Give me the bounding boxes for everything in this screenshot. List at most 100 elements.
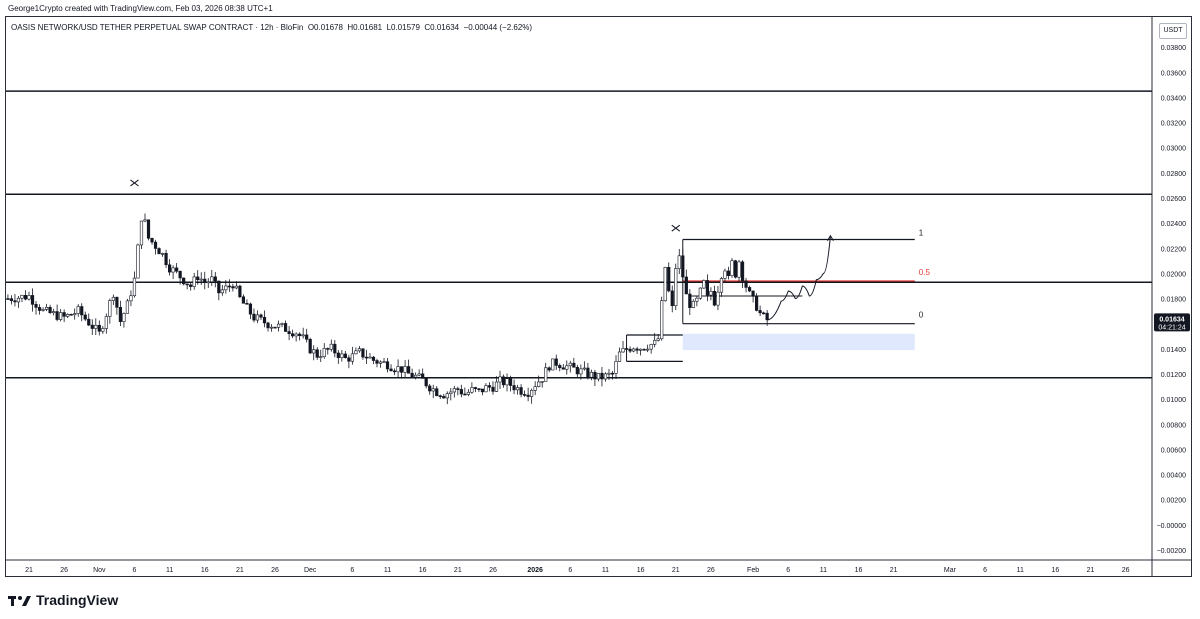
x-tick-label: 16 (637, 567, 645, 574)
candle-body (709, 291, 713, 296)
candle-body (329, 343, 333, 350)
candle-body (515, 387, 520, 391)
candle-body (97, 324, 101, 332)
candle-body (269, 326, 274, 329)
candle-body (301, 334, 305, 337)
x-tick-label: Mar (944, 567, 957, 574)
candle-body (76, 306, 80, 314)
candle-body (153, 241, 158, 249)
x-tick-label: 6 (132, 567, 136, 574)
candle-body (494, 381, 499, 392)
candle-body (558, 365, 562, 369)
y-tick-label: 0.01400 (1161, 347, 1186, 354)
candle-body (491, 386, 495, 392)
x-tick-label: 2026 (527, 567, 543, 574)
candle-body (280, 323, 284, 325)
candle-body (568, 362, 572, 367)
candle-body (740, 261, 745, 282)
candle-body (582, 367, 586, 370)
current-price-badge (1154, 313, 1190, 332)
tradingview-logo[interactable]: TradingView (8, 592, 118, 608)
candle-body (217, 280, 221, 294)
candle-body (544, 367, 548, 382)
candle-body (41, 309, 45, 311)
y-tick-label: 0.03400 (1161, 95, 1186, 102)
x-tick-label: 16 (201, 567, 209, 574)
candle-body (55, 311, 59, 320)
range-label-bottom: 0 (919, 311, 924, 320)
y-tick-label: 0.01800 (1161, 297, 1186, 304)
candle-body (132, 277, 137, 297)
x-tick-label: Feb (747, 567, 759, 574)
candle-body (343, 353, 347, 359)
y-tick-label: 0.00200 (1161, 498, 1186, 505)
candle-body (445, 393, 449, 399)
candle-body (87, 318, 91, 326)
x-tick-label: 6 (786, 567, 790, 574)
candle-body (726, 270, 731, 276)
y-tick-label: 0.00800 (1161, 422, 1186, 429)
y-tick-label: −0.00000 (1157, 523, 1186, 530)
candle-body (340, 353, 344, 358)
candle-body (333, 343, 337, 354)
y-tick-label: 0.03600 (1161, 70, 1186, 77)
candle-body (164, 253, 168, 266)
candle-body (94, 324, 98, 329)
candle-body (108, 300, 112, 317)
candle-body (396, 366, 400, 373)
candle-body (361, 348, 365, 358)
candle-body (681, 255, 685, 278)
candle-body (762, 312, 766, 315)
candle-body (308, 339, 312, 354)
candle-body (378, 361, 383, 364)
current-price-text: 0.01634 (1159, 316, 1184, 323)
y-tick-label: 0.02400 (1161, 221, 1186, 228)
candle-body (62, 312, 66, 317)
cross-mark (671, 224, 681, 232)
candle-body (364, 356, 369, 359)
candle-body (6, 298, 10, 300)
x-tick-label: 11 (1017, 567, 1024, 574)
candle-body (716, 291, 720, 306)
candle-body (234, 285, 238, 289)
candle-body (663, 267, 667, 302)
y-tick-label: 0.00600 (1161, 447, 1186, 454)
candle-body (283, 323, 288, 332)
candle-body (48, 306, 52, 314)
candle-body (649, 344, 653, 350)
symbol-name: OASIS NETWORK/USD TETHER PERPETUAL SWAP … (11, 23, 304, 32)
candle-body (157, 248, 161, 255)
candle-body (139, 220, 144, 246)
candle-body (168, 264, 172, 273)
candle-body (463, 393, 467, 396)
candle-body (83, 314, 87, 320)
candle-body (129, 295, 133, 302)
candle-body (586, 367, 590, 378)
y-tick-label: 0.02800 (1161, 171, 1186, 178)
candle-body (371, 356, 376, 361)
candle-body (477, 388, 481, 390)
candle-body (733, 260, 738, 278)
candle-body (751, 290, 755, 297)
x-tick-label: 6 (568, 567, 572, 574)
candle-body (674, 268, 678, 307)
candle-body (322, 348, 326, 357)
candle-body (13, 300, 17, 303)
currency-selector[interactable]: USDT (1159, 23, 1187, 39)
candle-body (357, 348, 362, 352)
candle-body (438, 395, 442, 397)
candle-body (44, 306, 49, 310)
candle-body (273, 326, 277, 329)
candle-body (684, 276, 688, 295)
y-tick-label: 0.03000 (1161, 146, 1186, 153)
candle-body (192, 276, 196, 287)
candle-body (385, 361, 390, 370)
candle-body (628, 348, 632, 352)
projection-arrowhead (826, 234, 834, 241)
candle-body (115, 296, 119, 308)
candle-body (175, 267, 179, 272)
candle-body (34, 304, 38, 308)
candle-body (227, 285, 231, 288)
candle-body (305, 334, 309, 340)
